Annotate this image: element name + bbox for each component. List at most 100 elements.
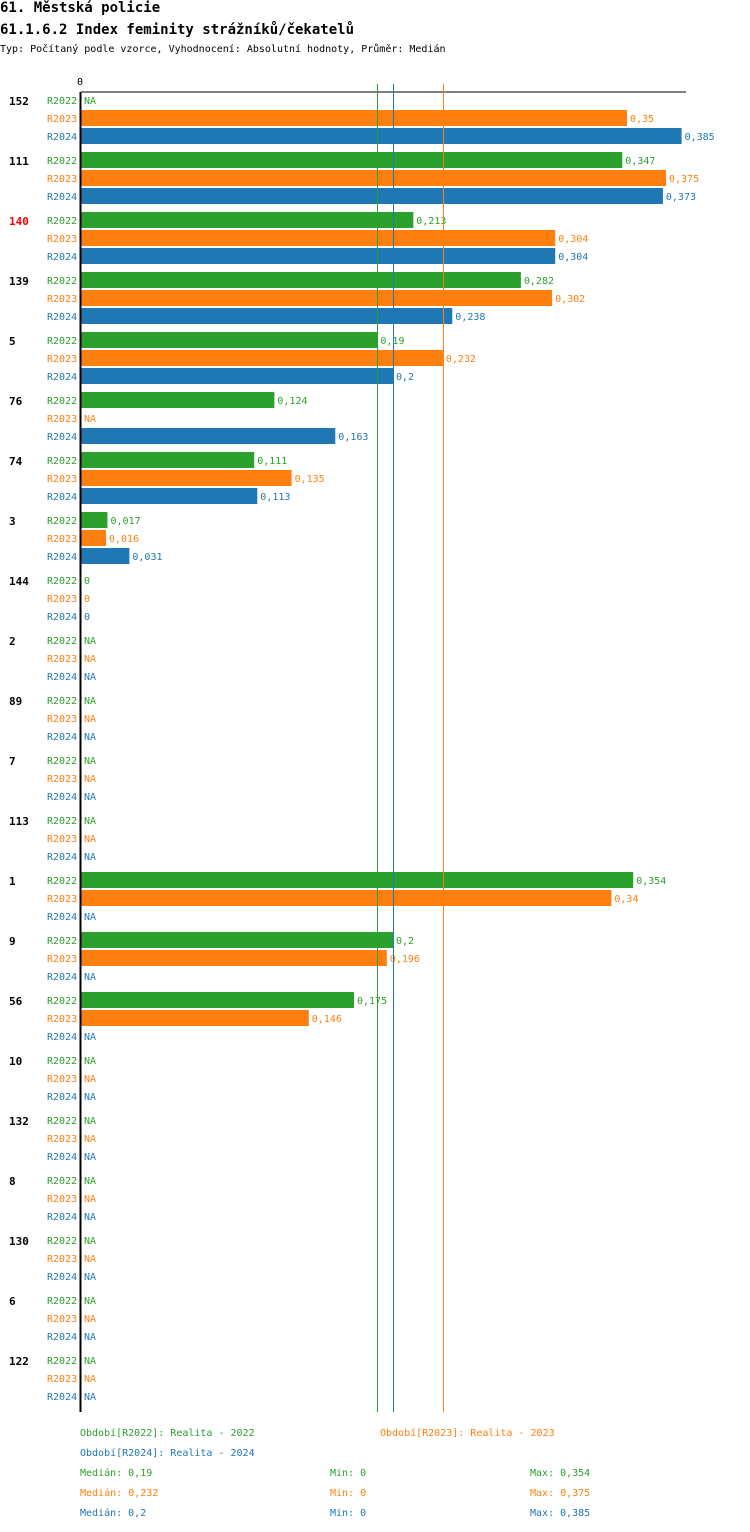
period-label: R2023 [47,654,77,665]
legend-period-r2023: Období[R2023]: Realita - 2023 [380,1428,555,1439]
value-label: 0,213 [416,216,446,227]
category-label: 132 [9,1115,29,1128]
category-label: 5 [9,335,16,348]
value-label: 0,163 [338,432,368,443]
period-label: R2022 [47,696,77,707]
category-label: 74 [9,455,23,468]
value-label: NA [84,1254,96,1265]
value-label: 0 [84,594,90,605]
period-label: R2024 [47,1332,77,1343]
value-label: NA [84,1272,96,1283]
period-label: R2023 [47,1134,77,1145]
period-label: R2023 [47,1374,77,1385]
period-label: R2024 [47,852,77,863]
value-label: 0,2 [396,936,414,947]
category-label: 76 [9,395,23,408]
category-label: 10 [9,1055,22,1068]
legend-period-r2022: Období[R2022]: Realita - 2022 [80,1428,255,1439]
period-label: R2024 [47,312,77,323]
period-label: R2022 [47,96,77,107]
period-label: R2024 [47,972,77,983]
value-label: 0,19 [380,336,404,347]
category-label: 1 [9,875,16,888]
value-label: 0,385 [685,132,715,143]
category-label: 130 [9,1235,29,1248]
period-label: R2022 [47,756,77,767]
value-label: NA [84,1134,96,1145]
period-label: R2022 [47,816,77,827]
category-label: 111 [9,155,29,168]
value-label: NA [84,792,96,803]
value-label: 0,347 [625,156,655,167]
legend-min: Min: 0 [330,1488,367,1499]
x-axis-zero-label: 0 [77,77,83,88]
period-label: R2022 [47,456,77,467]
value-label: NA [84,1092,96,1103]
category-label: 56 [9,995,23,1008]
period-label: R2022 [47,516,77,527]
category-label: 113 [9,815,29,828]
period-label: R2023 [47,834,77,845]
category-label: 89 [9,695,22,708]
value-label: NA [84,732,96,743]
value-label: NA [84,1392,96,1403]
bar [81,872,634,888]
value-label: NA [84,96,96,107]
bar [81,170,666,186]
period-label: R2022 [47,336,77,347]
value-label: NA [84,672,96,683]
period-label: R2023 [47,1314,77,1325]
legend-min: Min: 0 [330,1508,367,1519]
value-label: 0,304 [558,252,588,263]
period-label: R2023 [47,954,77,965]
bar [81,512,108,528]
category-label: 6 [9,1295,16,1308]
bar [81,248,556,264]
period-label: R2022 [47,276,77,287]
value-label: 0,373 [666,192,696,203]
period-label: R2022 [47,216,77,227]
period-label: R2024 [47,1092,77,1103]
legend-median: Medián: 0,2 [80,1508,147,1519]
legend-max: Max: 0,385 [530,1508,591,1519]
page-title: 61. Městská policie [0,0,161,16]
period-label: R2024 [47,1032,77,1043]
indicator-title: 61.1.6.2 Index feminity strážníků/čekate… [0,22,355,38]
value-label: 0,2 [396,372,414,383]
period-label: R2022 [47,636,77,647]
value-label: NA [84,696,96,707]
value-label: 0,282 [524,276,554,287]
bar [81,1010,309,1026]
value-label: 0,175 [357,996,387,1007]
category-label: 9 [9,935,16,948]
value-label: NA [84,1374,96,1385]
period-label: R2022 [47,876,77,887]
period-label: R2024 [47,252,77,263]
period-label: R2022 [47,1356,77,1367]
value-label: NA [84,1152,96,1163]
value-label: NA [84,1116,96,1127]
period-label: R2022 [47,996,77,1007]
bar [81,290,553,306]
period-label: R2024 [47,912,77,923]
indicator-info: Typ: Počítaný podle vzorce, Vyhodnocení:… [0,44,446,55]
period-label: R2024 [47,732,77,743]
period-label: R2023 [47,114,77,125]
value-label: NA [84,1356,96,1367]
value-label: NA [84,1032,96,1043]
bar [81,110,627,126]
value-label: NA [84,714,96,725]
category-label: 2 [9,635,16,648]
value-label: NA [84,1212,96,1223]
value-label: 0,111 [257,456,287,467]
legend-period-r2024: Období[R2024]: Realita - 2024 [80,1448,255,1459]
category-label: 3 [9,515,16,528]
value-label: 0,354 [636,876,666,887]
value-label: NA [84,1176,96,1187]
category-label: 152 [9,95,29,108]
value-label: NA [84,912,96,923]
period-label: R2024 [47,192,77,203]
value-label: 0,196 [390,954,420,965]
bar [81,368,393,384]
value-label: NA [84,834,96,845]
